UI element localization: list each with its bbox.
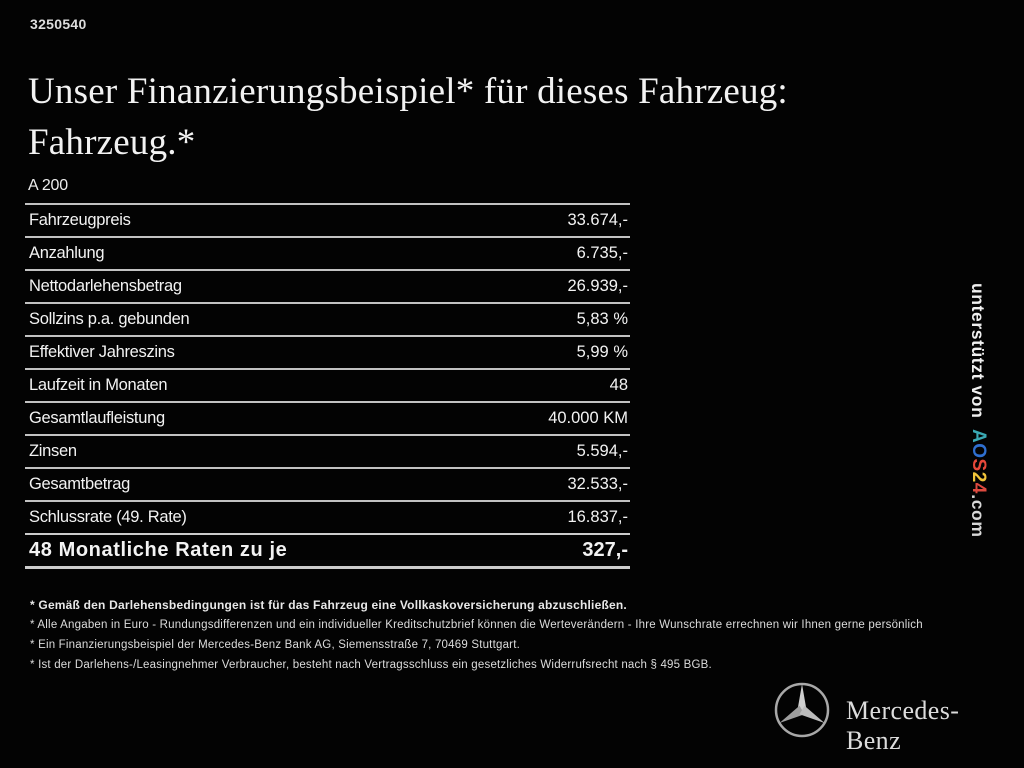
table-row: Fahrzeugpreis 33.674,- [25, 203, 630, 236]
page-title: Unser Finanzierungsbeispiel* für dieses … [28, 66, 968, 168]
total-value: 327,- [582, 539, 628, 561]
table-row-total: 48 Monatliche Raten zu je 327,- [25, 533, 630, 569]
supported-by-text: unterstützt von [968, 283, 988, 419]
footnotes: * Gemäß den Darlehensbedingungen ist für… [30, 599, 995, 679]
footnote: * Ein Finanzierungsbeispiel der Mercedes… [30, 639, 520, 651]
row-value: 6.735,- [576, 244, 628, 262]
doc-number: 3250540 [30, 16, 87, 32]
row-label: Laufzeit in Monaten [29, 376, 168, 394]
table-row: Effektiver Jahreszins 5,99 % [25, 335, 630, 368]
page-title-line1: Unser Finanzierungsbeispiel* für dieses … [28, 71, 788, 112]
row-value: 48 [609, 376, 628, 394]
mercedes-brand-name: Mercedes-Benz [846, 696, 960, 755]
row-value: 33.674,- [567, 211, 628, 229]
table-row: Nettodarlehensbetrag 26.939,- [25, 269, 630, 302]
watermark-vertical: unterstützt von AOS24.com [967, 283, 989, 583]
aos24-letter: A [968, 429, 989, 444]
aos24-logo: AOS24 [968, 429, 989, 494]
row-label: Zinsen [29, 442, 77, 460]
table-row: Zinsen 5.594,- [25, 434, 630, 467]
footnote: * Ist der Darlehens-/Leasingnehmer Verbr… [30, 659, 712, 671]
row-value: 26.939,- [567, 277, 628, 295]
finance-table: Fahrzeugpreis 33.674,- Anzahlung 6.735,-… [25, 203, 630, 569]
total-label: 48 Monatliche Raten zu je [29, 539, 288, 561]
page-title-line2: Fahrzeug.* [28, 122, 196, 163]
table-row: Gesamtlaufleistung 40.000 KM [25, 401, 630, 434]
footnote: * Alle Angaben in Euro - Rundungsdiffere… [30, 619, 923, 631]
row-value: 40.000 KM [548, 409, 628, 427]
row-value: 5,83 % [576, 310, 628, 328]
aos24-letter: O [968, 443, 989, 459]
row-value: 5.594,- [576, 442, 628, 460]
row-label: Nettodarlehensbetrag [29, 277, 182, 295]
row-label: Fahrzeugpreis [29, 211, 131, 229]
vehicle-model: A 200 [28, 177, 68, 194]
row-label: Sollzins p.a. gebunden [29, 310, 190, 328]
aos24-letter: 4 [968, 483, 989, 495]
row-label: Gesamtbetrag [29, 475, 130, 493]
mercedes-star-icon [774, 682, 830, 738]
mercedes-footer: Mercedes-Benz [772, 680, 1012, 755]
aos24-letter: S [968, 458, 989, 473]
aos24-domain-suffix: .com [968, 494, 988, 538]
row-label: Anzahlung [29, 244, 105, 262]
table-row: Laufzeit in Monaten 48 [25, 368, 630, 401]
row-label: Effektiver Jahreszins [29, 343, 175, 361]
row-value: 32.533,- [567, 475, 628, 493]
row-value: 16.837,- [567, 508, 628, 526]
table-row: Schlussrate (49. Rate) 16.837,- [25, 500, 630, 533]
row-label: Schlussrate (49. Rate) [29, 508, 187, 526]
footnote: * Gemäß den Darlehensbedingungen ist für… [30, 598, 627, 612]
aos24-letter: 2 [968, 472, 989, 484]
row-value: 5,99 % [576, 343, 628, 361]
table-row: Sollzins p.a. gebunden 5,83 % [25, 302, 630, 335]
table-row: Anzahlung 6.735,- [25, 236, 630, 269]
row-label: Gesamtlaufleistung [29, 409, 165, 427]
table-row: Gesamtbetrag 32.533,- [25, 467, 630, 500]
